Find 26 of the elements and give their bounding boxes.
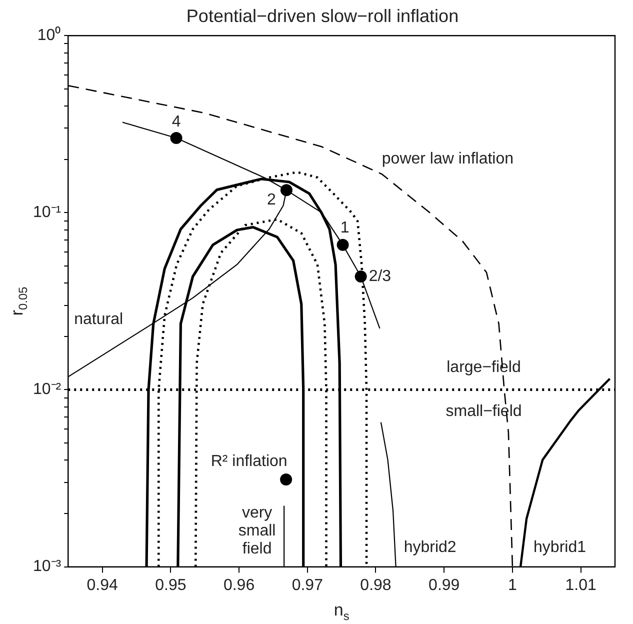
x-tick-label: 0.99 (428, 576, 460, 594)
series-label: 2/3 (368, 268, 392, 285)
annotation: small−field (446, 403, 522, 420)
y-tick-label: 10⁻² (33, 381, 62, 398)
x-tick-label: 0.98 (360, 576, 392, 594)
series-label: 4 (172, 113, 181, 130)
series-label: 2 (267, 192, 276, 209)
annotation: large−field (446, 359, 521, 376)
x-tick-label: 0.97 (292, 576, 324, 594)
x-tick-label: 0.94 (86, 576, 118, 594)
y-tick-label: 10⁻¹ (33, 204, 62, 222)
series-label: R² inflation (210, 452, 288, 470)
series-label: 1 (340, 219, 350, 236)
x-tick-label: 1.01 (565, 576, 596, 594)
series-label: natural (74, 311, 124, 328)
series-label: hybrid1 (534, 539, 586, 556)
series-label: very small field (238, 504, 276, 558)
series-label: hybrid2 (404, 539, 456, 556)
y-tick-label: 10⁰ (37, 26, 62, 44)
x-tick-label: 0.96 (223, 576, 255, 594)
y-axis-title: r0.05 (8, 286, 30, 316)
y-tick-label: 10⁻³ (33, 558, 62, 576)
chart-title: Potential−driven slow−roll inflation (186, 6, 459, 26)
series-label: power law inflation (382, 150, 514, 168)
x-tick-label: 0.95 (155, 576, 186, 594)
x-tick-label: 1 (508, 576, 518, 594)
